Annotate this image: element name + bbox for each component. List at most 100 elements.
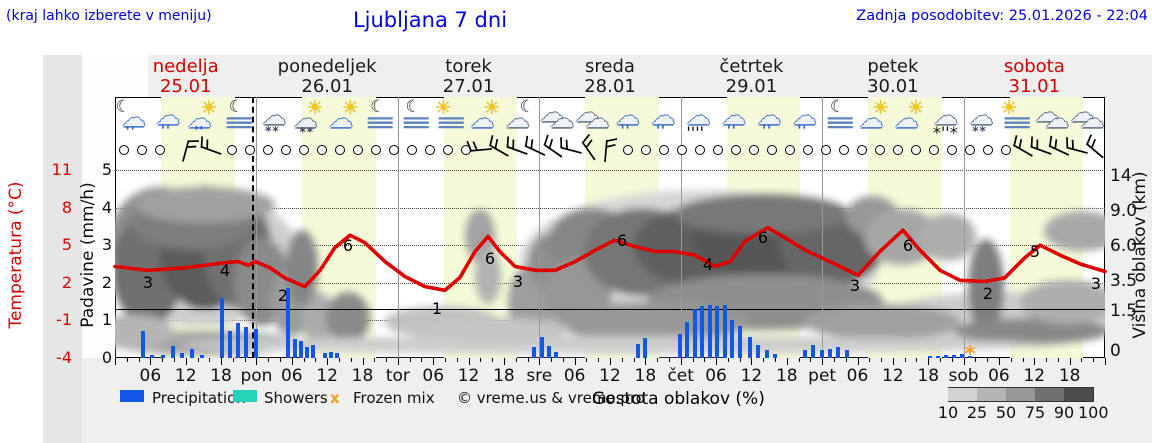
x-tick-mark bbox=[327, 358, 329, 365]
wind-calm-icon bbox=[155, 145, 165, 155]
hour-tick-label: 12 bbox=[882, 366, 904, 386]
precip-bar bbox=[748, 337, 753, 358]
x-tick-mark bbox=[221, 358, 223, 365]
precip-bar bbox=[335, 353, 340, 358]
weather-icon-moon-cloud-rain: ☾ ☁ '' bbox=[115, 97, 146, 140]
wind-barb-icon bbox=[539, 134, 565, 163]
cloud-height-tick-label: 14 bbox=[1110, 166, 1132, 186]
x-tick-mark bbox=[633, 358, 635, 362]
x-tick-mark bbox=[975, 358, 977, 362]
wind-calm-icon bbox=[785, 145, 795, 155]
x-tick-mark bbox=[574, 358, 576, 365]
x-tick-mark bbox=[503, 358, 505, 365]
x-tick-mark bbox=[209, 358, 211, 362]
day-header-sobota: sobota 31.01 bbox=[954, 57, 1114, 97]
temp-value-label: 4 bbox=[219, 261, 231, 280]
precip-bar bbox=[729, 320, 734, 358]
weather-icon-cloud-snow: ☁ ** bbox=[262, 102, 287, 138]
showers-swatch bbox=[233, 390, 257, 402]
temp-value-label: 3 bbox=[512, 272, 524, 291]
precip-bar bbox=[286, 288, 291, 358]
hour-tick-label: 06 bbox=[422, 366, 445, 386]
temp-value-label: 2 bbox=[982, 284, 994, 303]
copyright-link[interactable]: © vreme.us & vreme.pro bbox=[457, 389, 645, 407]
weather-icon-cloud: ☁ ☁ bbox=[539, 99, 574, 133]
wind-barb-icon bbox=[557, 137, 583, 163]
hour-tick-label: 18 bbox=[351, 366, 374, 386]
temp-tick-label: 2 bbox=[61, 272, 72, 292]
wind-barb-icon bbox=[1009, 135, 1035, 163]
precip-bar bbox=[642, 338, 647, 358]
wind-calm-icon bbox=[767, 145, 777, 155]
precip-bar bbox=[755, 344, 760, 358]
precip-bar bbox=[803, 350, 808, 358]
wind-calm-icon bbox=[119, 145, 129, 155]
precip-bar bbox=[299, 341, 304, 358]
wind-calm-icon bbox=[137, 145, 147, 155]
cloud-height-tick-label: 6.0 bbox=[1110, 236, 1138, 256]
hour-tick-label: 06 bbox=[846, 366, 869, 386]
freezing-level-line bbox=[115, 309, 1105, 310]
precip-bar bbox=[243, 327, 248, 358]
page-title: Ljubljana 7 dni bbox=[352, 8, 508, 32]
precip-bar bbox=[820, 349, 825, 358]
day-date: 29.01 bbox=[725, 76, 778, 97]
x-tick-mark bbox=[374, 358, 376, 362]
weather-icon-cloud: ☁ ☁ bbox=[575, 99, 610, 133]
x-tick-mark bbox=[940, 358, 941, 362]
cloud-height-tick-label: 3.5 bbox=[1110, 271, 1138, 291]
wind-calm-icon bbox=[317, 145, 327, 155]
precip-bar bbox=[150, 355, 155, 358]
precip-bar bbox=[160, 355, 165, 358]
temp-value-label: 3 bbox=[142, 273, 154, 292]
x-tick-mark bbox=[480, 358, 482, 362]
x-tick-mark bbox=[492, 358, 494, 362]
x-tick-mark bbox=[562, 358, 564, 362]
x-tick-mark bbox=[280, 358, 281, 362]
x-tick-mark bbox=[244, 358, 246, 362]
temp-value-label: 5 bbox=[1029, 242, 1041, 261]
wind-calm-icon bbox=[299, 145, 309, 155]
precip-bar bbox=[540, 337, 545, 358]
weather-icon-cloud: ☁ ☁ bbox=[1034, 99, 1069, 133]
density-tick-label: 10 bbox=[937, 403, 959, 422]
x-tick-mark bbox=[1057, 358, 1059, 362]
x-tick-mark bbox=[586, 358, 588, 362]
day-name: sobota bbox=[1003, 56, 1065, 77]
x-tick-mark bbox=[621, 358, 623, 362]
wind-calm-icon bbox=[803, 145, 813, 155]
wind-barb-icon bbox=[593, 137, 619, 163]
wind-calm-icon bbox=[731, 145, 741, 155]
weather-icon-sun-fog: ☀ ≡ bbox=[434, 97, 469, 134]
precip-bar bbox=[329, 352, 334, 358]
wind-calm-icon bbox=[821, 145, 831, 155]
x-tick-mark bbox=[904, 358, 906, 362]
precipitation-swatch bbox=[120, 390, 144, 402]
hour-tick-label: 12 bbox=[740, 366, 763, 386]
x-tick-mark bbox=[1010, 358, 1012, 362]
day-header-sreda: sreda 28.01 bbox=[530, 57, 690, 97]
precip-bar bbox=[836, 346, 841, 358]
x-tick-mark bbox=[963, 358, 965, 365]
weather-icon-moon-fog: ☾ ≡ bbox=[363, 97, 398, 134]
x-tick-mark bbox=[928, 358, 930, 365]
day-tick-label: pon bbox=[240, 366, 273, 386]
density-tick-label: 75 bbox=[1024, 403, 1046, 422]
x-tick-mark bbox=[598, 358, 600, 362]
x-tick-mark bbox=[857, 358, 859, 365]
precip-bar bbox=[692, 309, 697, 358]
precip-bar bbox=[827, 348, 832, 358]
precip-tick-label: 2 bbox=[101, 272, 112, 292]
precip-bar bbox=[170, 345, 175, 358]
day-date: 31.01 bbox=[1008, 76, 1061, 97]
day-header-ponedeljek: ponedeljek 26.01 bbox=[247, 57, 407, 97]
wind-calm-icon bbox=[335, 145, 345, 155]
precip-tick-label: 4 bbox=[101, 197, 112, 217]
wind-calm-icon bbox=[857, 145, 867, 155]
x-tick-mark bbox=[232, 358, 234, 362]
wind-calm-icon bbox=[353, 145, 363, 155]
weather-icon-moon-fog: ☾ ≡ bbox=[399, 97, 433, 134]
wind-calm-icon bbox=[839, 145, 849, 155]
day-header-nedelja: nedelja 25.01 bbox=[106, 57, 266, 97]
wind-barb-icon bbox=[485, 135, 511, 163]
